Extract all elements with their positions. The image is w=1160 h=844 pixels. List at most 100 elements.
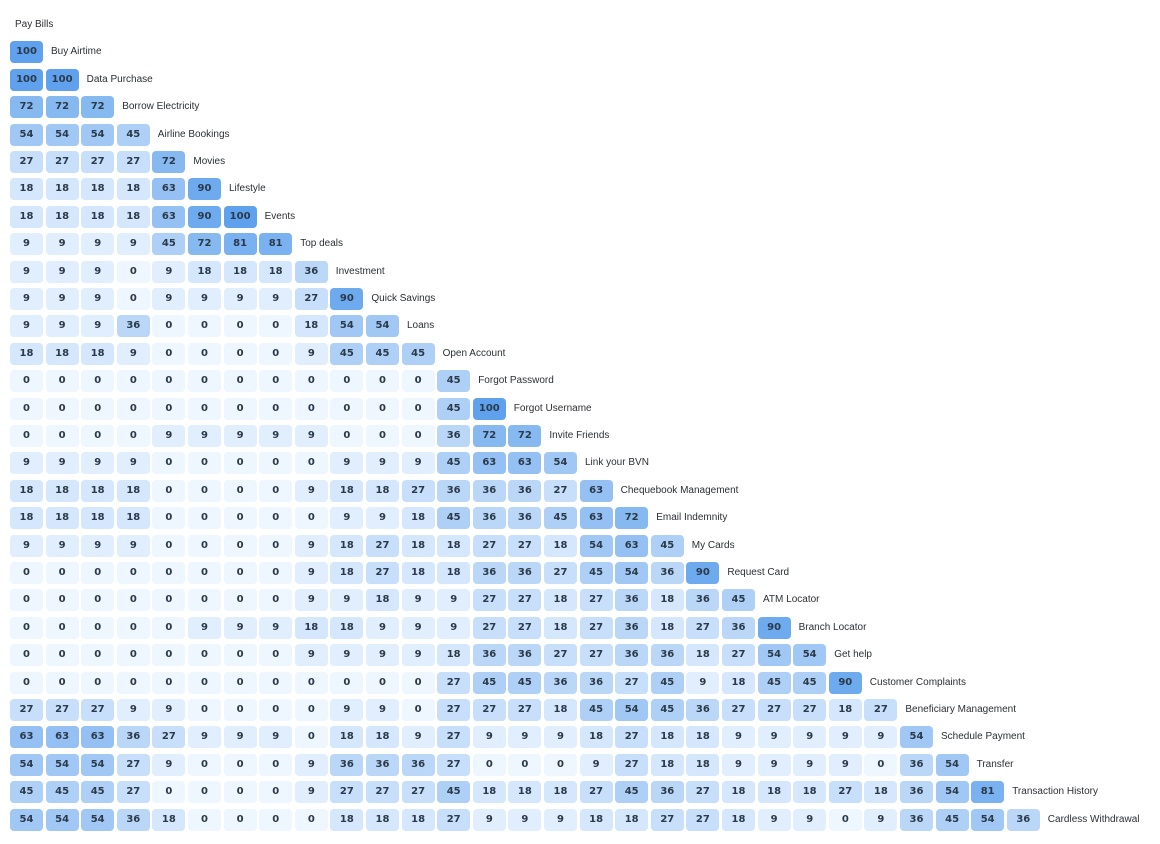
heatmap-cell: 0 bbox=[259, 452, 293, 475]
heatmap-cell: 9 bbox=[188, 726, 221, 749]
heatmap-cell: 18 bbox=[152, 808, 186, 831]
heatmap-cell: 27 bbox=[10, 151, 43, 173]
heatmap-cell: 0 bbox=[152, 315, 186, 338]
heatmap-cell: 9 bbox=[81, 315, 115, 338]
heatmap-cell: 0 bbox=[259, 534, 293, 557]
heatmap-cell: 0 bbox=[223, 562, 257, 584]
heatmap-cell: 18 bbox=[366, 726, 399, 749]
heatmap-cell: 45 bbox=[437, 507, 471, 530]
row-label: Airline Bookings bbox=[157, 128, 230, 140]
heatmap-cell: 0 bbox=[259, 562, 293, 584]
heatmap-cell: 18 bbox=[828, 699, 862, 721]
heatmap-cell: 0 bbox=[223, 370, 257, 393]
row-label: Transfer bbox=[976, 758, 1014, 770]
heatmap-cell: 72 bbox=[615, 507, 649, 530]
heatmap-cell: 27 bbox=[579, 616, 613, 639]
heatmap-cell: 54 bbox=[615, 562, 649, 584]
heatmap-cell: 9 bbox=[330, 589, 364, 612]
heatmap-cell: 27 bbox=[472, 534, 506, 557]
heatmap-cell: 0 bbox=[45, 370, 79, 393]
heatmap-cell: 0 bbox=[116, 425, 150, 447]
heatmap-cell: 0 bbox=[401, 699, 435, 721]
heatmap-cell: 81 bbox=[223, 233, 257, 256]
row-label: Request Card bbox=[727, 567, 790, 578]
heatmap-cell: 27 bbox=[686, 808, 720, 831]
heatmap-cell: 27 bbox=[437, 753, 471, 776]
heatmap-cell: 63 bbox=[579, 507, 613, 530]
heatmap-cell: 90 bbox=[757, 616, 791, 639]
heatmap-cell: 27 bbox=[116, 753, 150, 776]
heatmap-cell: 0 bbox=[188, 699, 221, 721]
heatmap-cell: 27 bbox=[401, 479, 435, 502]
heatmap-cell: 9 bbox=[152, 288, 186, 310]
heatmap-cell: 18 bbox=[544, 781, 577, 804]
heatmap-cell: 45 bbox=[366, 342, 399, 365]
heatmap-cell: 9 bbox=[259, 425, 293, 447]
heatmap-cell: 36 bbox=[294, 260, 328, 283]
row-label: Beneficiary Management bbox=[905, 704, 1017, 715]
heatmap-cell: 36 bbox=[900, 781, 933, 804]
heatmap-cell: 27 bbox=[615, 753, 649, 776]
heatmap-cell: 27 bbox=[437, 671, 471, 694]
heatmap-cell: 9 bbox=[45, 315, 79, 338]
heatmap-cell: 72 bbox=[152, 151, 186, 173]
row-label: Customer Complaints bbox=[869, 676, 966, 688]
heatmap-cell: 9 bbox=[10, 233, 43, 256]
heatmap-cell: 0 bbox=[45, 589, 79, 612]
row-label: Chequebook Management bbox=[620, 484, 739, 496]
heatmap-cell: 27 bbox=[579, 644, 613, 667]
heatmap-cell: 27 bbox=[686, 616, 720, 639]
heatmap-cell: 27 bbox=[722, 699, 755, 721]
row-label: Email Indemnity bbox=[656, 512, 728, 524]
heatmap-cell: 36 bbox=[900, 753, 933, 776]
heatmap-cell: 18 bbox=[793, 781, 827, 804]
heatmap-cell: 0 bbox=[294, 397, 328, 420]
heatmap-cell: 45 bbox=[401, 342, 435, 365]
heatmap-cell: 0 bbox=[45, 671, 79, 694]
row-label: Get help bbox=[834, 649, 872, 661]
row-label: Branch Locator bbox=[798, 621, 867, 633]
heatmap-cell: 9 bbox=[579, 753, 613, 776]
heatmap-cell: 81 bbox=[971, 781, 1005, 804]
heatmap-cell: 72 bbox=[45, 96, 79, 119]
heatmap-cell: 63 bbox=[10, 726, 43, 749]
heatmap-cell: 54 bbox=[366, 315, 399, 338]
heatmap-cell: 9 bbox=[116, 233, 150, 256]
heatmap-cell: 18 bbox=[81, 507, 115, 530]
heatmap-cell: 18 bbox=[472, 781, 506, 804]
heatmap-cell: 0 bbox=[81, 370, 115, 393]
row-label: Quick Savings bbox=[371, 293, 436, 304]
heatmap-cell: 0 bbox=[188, 370, 221, 393]
heatmap-cell: 9 bbox=[793, 726, 827, 749]
heatmap-cell: 45 bbox=[579, 699, 613, 721]
heatmap-cell: 72 bbox=[508, 425, 542, 447]
heatmap-cell: 9 bbox=[686, 671, 720, 694]
heatmap-cell: 45 bbox=[437, 781, 471, 804]
heatmap-cell: 0 bbox=[188, 671, 221, 694]
heatmap-cell: 18 bbox=[544, 699, 577, 721]
heatmap-cell: 0 bbox=[366, 671, 399, 694]
heatmap-cell: 9 bbox=[152, 260, 186, 283]
heatmap-cell: 0 bbox=[223, 397, 257, 420]
heatmap-cell: 45 bbox=[472, 671, 506, 694]
heatmap-cell: 18 bbox=[45, 507, 79, 530]
heatmap-cell: 27 bbox=[116, 781, 150, 804]
heatmap-cell: 0 bbox=[294, 671, 328, 694]
heatmap-cell: 27 bbox=[544, 479, 577, 502]
heatmap-cell: 0 bbox=[223, 699, 257, 721]
heatmap-cell: 0 bbox=[116, 616, 150, 639]
heatmap-cell: 9 bbox=[437, 616, 471, 639]
heatmap-cell: 0 bbox=[294, 507, 328, 530]
heatmap-cell: 9 bbox=[757, 753, 791, 776]
heatmap-cell: 45 bbox=[722, 589, 755, 612]
heatmap-cell: 18 bbox=[10, 342, 43, 365]
heatmap-cell: 45 bbox=[116, 123, 150, 146]
heatmap-cell: 9 bbox=[401, 726, 435, 749]
heatmap-cell: 36 bbox=[650, 781, 684, 804]
heatmap-cell: 18 bbox=[330, 726, 364, 749]
heatmap-cell: 9 bbox=[259, 616, 293, 639]
row-label: Cardless Withdrawal bbox=[1047, 813, 1140, 825]
heatmap-cell: 36 bbox=[508, 562, 542, 584]
heatmap-cell: 18 bbox=[437, 562, 471, 584]
row-label: Forgot Username bbox=[513, 402, 592, 414]
